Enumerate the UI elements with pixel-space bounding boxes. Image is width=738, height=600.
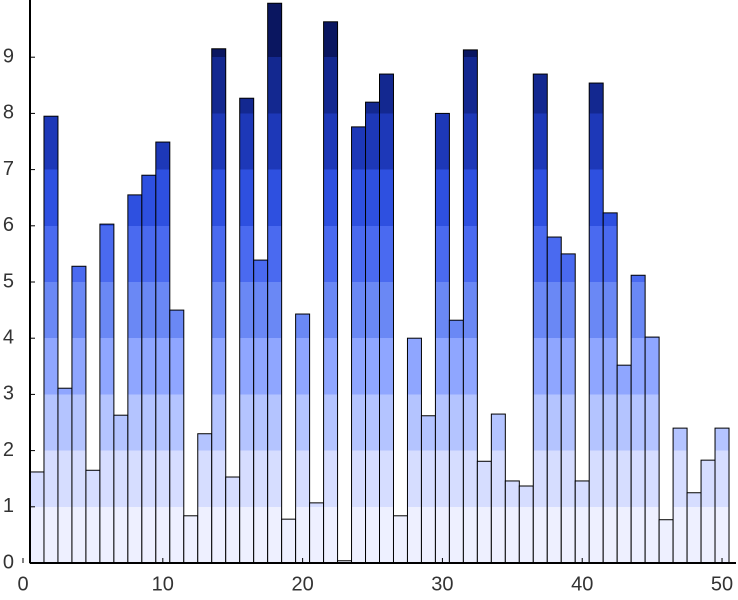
bar — [504, 480, 520, 564]
bar — [616, 364, 632, 564]
bar — [448, 319, 464, 564]
bar — [532, 73, 548, 564]
bar — [295, 313, 311, 564]
bar — [392, 515, 408, 564]
bar — [434, 112, 450, 564]
bar — [574, 480, 590, 564]
x-tick-label: 20 — [291, 573, 313, 595]
bar — [211, 48, 227, 564]
bar — [351, 126, 367, 564]
x-tick-label: 40 — [571, 573, 593, 595]
bar — [253, 259, 269, 564]
bar — [588, 82, 604, 564]
y-tick-label: 6 — [3, 214, 14, 236]
x-tick-label: 50 — [711, 573, 733, 595]
bar — [560, 253, 576, 564]
bar — [197, 433, 213, 564]
bar — [700, 459, 716, 564]
y-tick-label: 4 — [3, 326, 14, 348]
bar — [127, 194, 143, 564]
bar — [43, 115, 59, 564]
bar — [686, 492, 702, 564]
bar — [323, 21, 339, 564]
y-tick-label: 3 — [3, 383, 14, 405]
bar — [155, 141, 171, 564]
bar — [225, 476, 241, 564]
y-tick-label: 2 — [3, 439, 14, 461]
x-tick-label: 0 — [17, 573, 28, 595]
y-tick-label: 7 — [3, 158, 14, 180]
bar — [309, 502, 325, 564]
bar — [406, 337, 422, 564]
y-tick-label: 8 — [3, 102, 14, 124]
x-tick-label: 30 — [431, 573, 453, 595]
bar — [239, 97, 255, 564]
bar — [490, 413, 506, 564]
bar — [169, 309, 185, 564]
bar — [141, 174, 157, 564]
bar — [113, 414, 129, 564]
bar — [57, 387, 73, 564]
y-tick-label: 1 — [3, 495, 14, 517]
bar — [644, 336, 660, 564]
bar — [267, 2, 283, 564]
bar — [99, 223, 115, 564]
bar — [71, 265, 87, 564]
x-tick-label: 10 — [152, 573, 174, 595]
bar — [462, 49, 478, 564]
bar — [630, 274, 646, 564]
y-tick-label: 0 — [3, 551, 14, 573]
bar — [183, 515, 199, 564]
y-tick-label: 5 — [3, 270, 14, 292]
bar — [518, 485, 534, 564]
bar — [476, 460, 492, 564]
bar — [281, 518, 297, 564]
bar — [714, 427, 730, 564]
bar — [602, 212, 618, 564]
bar — [379, 73, 394, 564]
bar — [365, 101, 381, 564]
bar — [672, 427, 688, 564]
bar — [85, 469, 101, 564]
bar — [546, 236, 562, 564]
bar — [658, 519, 674, 564]
y-tick-label: 9 — [3, 45, 14, 67]
bar — [29, 471, 45, 564]
bar — [420, 415, 436, 564]
